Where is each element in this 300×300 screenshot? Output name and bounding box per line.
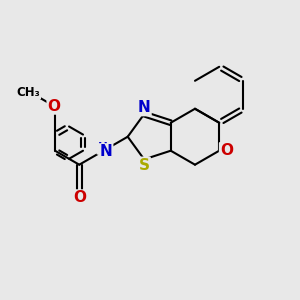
Text: N: N	[100, 144, 112, 159]
Text: S: S	[139, 158, 150, 173]
Text: N: N	[138, 100, 151, 115]
Text: O: O	[73, 190, 86, 206]
Text: CH₃: CH₃	[16, 85, 40, 98]
Text: H: H	[98, 141, 107, 154]
Text: O: O	[48, 98, 61, 113]
Text: O: O	[220, 143, 233, 158]
